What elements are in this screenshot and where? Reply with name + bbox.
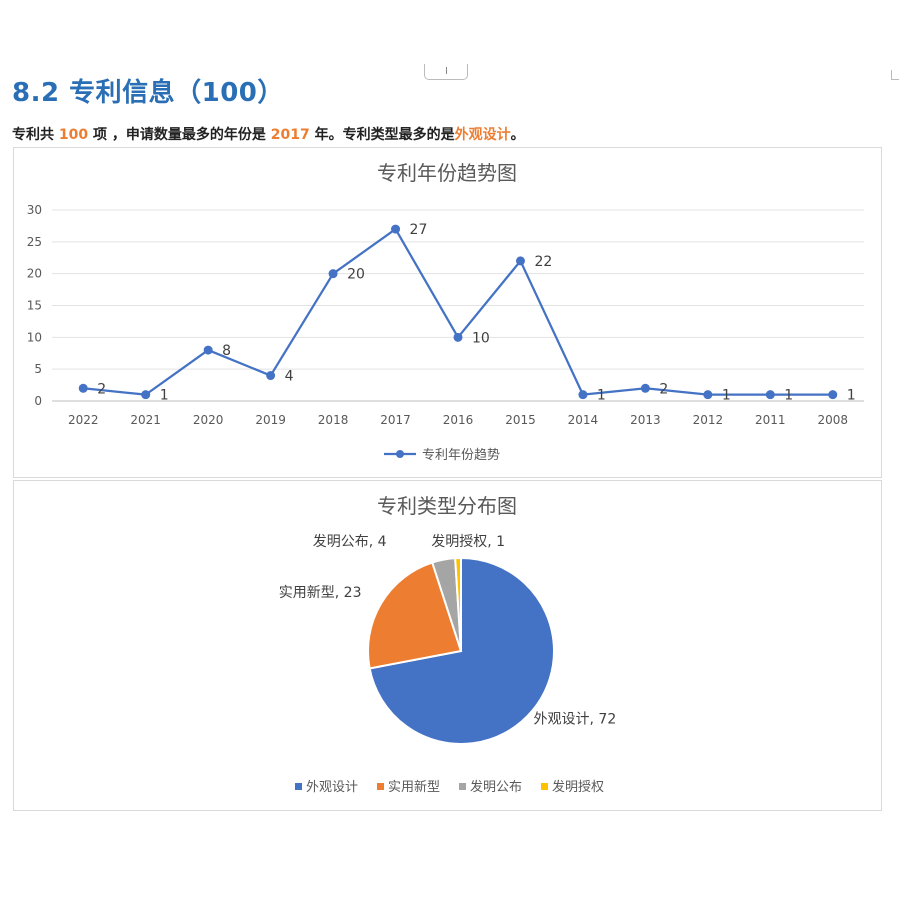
corner-bracket-icon	[891, 70, 899, 80]
x-tick-label: 2013	[630, 413, 661, 427]
y-tick-label: 20	[27, 267, 42, 281]
pie-data-label: 发明授权, 1	[431, 534, 505, 550]
line-point	[328, 269, 338, 279]
line-data-label: 4	[285, 369, 294, 385]
pie-chart: 专利类型分布图 外观设计, 72 实用新型, 23 发明公布, 4 发明授权, 1 外…	[279, 494, 616, 795]
line-point	[765, 390, 775, 400]
line-legend: 专利年份趋势	[384, 447, 500, 463]
pie-legend-label: 发明授权	[552, 779, 604, 795]
pie-chart-title: 专利类型分布图	[377, 494, 517, 518]
x-tick-label: 2021	[130, 413, 161, 427]
y-tick-label: 0	[34, 394, 42, 408]
line-series-path	[83, 227, 833, 396]
line-data-label: 27	[410, 222, 428, 238]
pie-legend-label: 实用新型	[388, 779, 440, 795]
line-data-label: 20	[347, 267, 365, 283]
y-tick-label: 25	[27, 235, 42, 249]
line-x-axis: 2022 2021 2020 2019 2018 2017 2016 2015 2014 2013…	[68, 413, 848, 427]
line-data-label: 1	[597, 388, 606, 404]
summary-top-year: 2017	[270, 127, 310, 143]
x-tick-label: 2019	[255, 413, 286, 427]
pie-data-label: 发明公布, 4	[313, 534, 387, 550]
collapse-tab[interactable]	[424, 64, 468, 80]
line-data-label: 8	[222, 343, 231, 359]
summary-mid1: 项 ，申请数量最多的年份是	[92, 127, 266, 143]
line-legend-marker	[396, 450, 404, 458]
line-point	[203, 345, 213, 355]
x-tick-label: 2011	[755, 413, 786, 427]
line-point	[453, 332, 463, 342]
x-tick-label: 2022	[68, 413, 99, 427]
pie-legend: 外观设计 实用新型 发明公布 发明授权	[295, 779, 604, 795]
x-tick-label: 2020	[193, 413, 224, 427]
summary-suffix: 。	[510, 127, 525, 143]
line-grid	[52, 209, 864, 402]
line-points	[78, 224, 838, 400]
line-data-label: 1	[784, 388, 793, 404]
x-tick-label: 2017	[380, 413, 411, 427]
line-point	[828, 390, 838, 400]
line-point	[703, 390, 713, 400]
pie-data-labels: 外观设计, 72 实用新型, 23 发明公布, 4 发明授权, 1	[279, 534, 616, 728]
y-tick-label: 15	[27, 299, 42, 313]
pie-legend-swatch	[377, 783, 384, 790]
pie-legend-swatch	[295, 783, 302, 790]
line-data-label: 22	[534, 254, 552, 270]
line-point	[391, 224, 401, 234]
pie-chart-panel: 专利类型分布图 外观设计, 72 实用新型, 23 发明公布, 4 发明授权, 1 外…	[13, 480, 882, 811]
line-data-label: 2	[97, 381, 106, 397]
y-tick-label: 30	[27, 203, 42, 217]
pie-slice	[454, 556, 462, 652]
x-tick-label: 2008	[817, 413, 848, 427]
line-point	[141, 390, 151, 400]
summary-total: 100	[58, 127, 89, 143]
line-data-label: 1	[847, 388, 856, 404]
line-point	[515, 256, 525, 266]
pie-legend-swatch	[541, 783, 548, 790]
y-tick-label: 5	[34, 362, 42, 376]
line-data-label: 10	[472, 330, 490, 346]
pie-slice	[367, 561, 463, 670]
pie-legend-label: 发明公布	[470, 779, 522, 795]
x-tick-label: 2015	[505, 413, 536, 427]
section-title: 8.2 专利信息（100）	[12, 78, 284, 108]
line-data-label: 2	[659, 381, 668, 397]
pie-slices	[367, 556, 555, 745]
pie-data-label: 实用新型, 23	[279, 585, 362, 601]
line-data-label: 1	[160, 388, 169, 404]
summary-top-type: 外观设计	[454, 127, 511, 143]
line-chart-title: 专利年份趋势图	[377, 161, 517, 185]
summary-mid2: 年。专利类型最多的是	[314, 127, 455, 143]
pie-legend-swatch	[459, 783, 466, 790]
line-y-axis: 0 5 10 15 20 25 30	[27, 203, 42, 408]
line-point	[578, 390, 588, 400]
line-chart-panel: 专利年份趋势图 0 5 10 15 20 25 30 2022 2021 2020 2019 201…	[13, 147, 882, 478]
y-tick-label: 10	[27, 330, 42, 344]
x-tick-label: 2012	[693, 413, 724, 427]
x-tick-label: 2016	[443, 413, 474, 427]
x-tick-label: 2018	[318, 413, 349, 427]
line-point	[266, 371, 276, 381]
pie-data-label: 外观设计, 72	[534, 712, 617, 728]
summary-prefix: 专利共	[12, 127, 54, 143]
line-point	[78, 383, 88, 393]
line-legend-label: 专利年份趋势	[422, 447, 500, 463]
line-data-labels: 2 1 8 4 20 27 10 22 1 2 1 1 1	[97, 222, 855, 404]
pie-legend-label: 外观设计	[306, 780, 358, 795]
patent-summary: 专利共 100 项 ，申请数量最多的年份是 2017 年。专利类型最多的是外观设…	[12, 124, 525, 144]
line-data-label: 1	[722, 388, 731, 404]
tab-tick-icon	[446, 67, 447, 74]
line-point	[640, 383, 650, 393]
x-tick-label: 2014	[568, 413, 599, 427]
